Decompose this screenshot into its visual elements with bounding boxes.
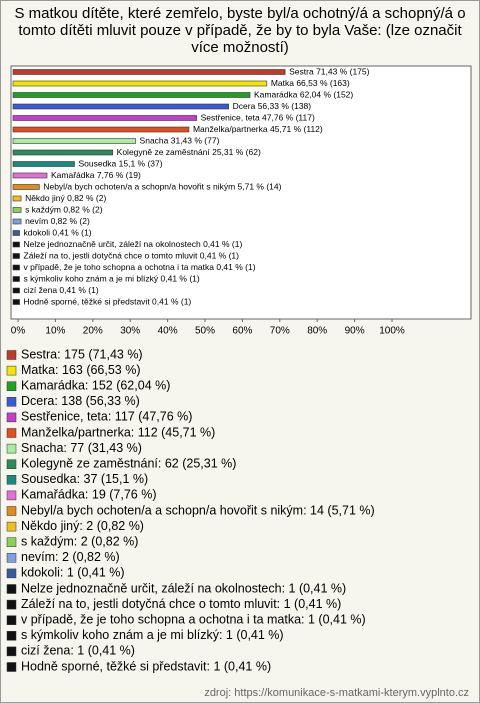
legend-label: kdokoli: 1 (0,41 %) <box>21 566 125 580</box>
legend-label: cizí žena: 1 (0,41 %) <box>21 644 135 658</box>
legend-label: Sousedka: 37 (15,1 %) <box>21 472 148 486</box>
value-label: Kamarádka 62,04 % (152) <box>254 89 353 99</box>
value-label: s kýmkoliv koho znám a je mi blízký 0,41… <box>24 273 200 283</box>
legend-label: Matka: 163 (66,53 %) <box>21 363 141 377</box>
bar <box>12 161 75 167</box>
bar <box>12 92 251 98</box>
legend-label: Sestra: 175 (71,43 %) <box>21 347 143 361</box>
bar <box>12 103 229 110</box>
legend-label: nevím: 2 (0,82 %) <box>21 550 120 564</box>
legend-swatch <box>6 584 17 594</box>
value-label: Snacha 31,43 % (77) <box>140 135 220 145</box>
x-tick-label: 40% <box>158 326 178 337</box>
chart-title: S matkou dítěte, které zemřelo, byste by… <box>14 5 466 56</box>
bar <box>12 149 113 156</box>
value-label: Manželka/partnerka 45,71 % (112) <box>193 124 323 134</box>
value-label: v případě, že je toho schopna a ochotna … <box>24 262 256 272</box>
legend-swatch <box>6 475 17 485</box>
bar <box>12 287 20 294</box>
value-label: Matka 66,53 % (163) <box>271 78 350 88</box>
legend-swatch <box>6 443 17 454</box>
legend-swatch <box>6 490 17 501</box>
legend-swatch <box>6 459 17 469</box>
value-label: kdokoli 0,41 % (1) <box>24 227 92 237</box>
legend-swatch <box>6 631 17 641</box>
legend-label: Nebyl/a bych ochoten/a a schopn/a hovoři… <box>21 503 375 517</box>
legend-label: Hodně sporné, těžké si představit: 1 (0,… <box>21 659 271 673</box>
legend-swatch <box>6 381 17 391</box>
value-label: Záleží na to, jestli dotyčná chce o tomt… <box>24 250 240 260</box>
bar <box>12 184 40 190</box>
legend-label: Manželka/partnerka: 112 (45,71 %) <box>21 425 215 439</box>
legend-swatch <box>6 428 17 438</box>
legend-label: Snacha: 77 (31,43 %) <box>21 441 142 455</box>
legend-swatch <box>6 412 17 423</box>
bar <box>12 172 48 179</box>
legend-swatch <box>6 397 17 407</box>
legend-swatch <box>6 599 17 610</box>
legend-label: s každým: 2 (0,82 %) <box>21 534 138 548</box>
bar <box>12 207 22 213</box>
legend-swatch <box>6 537 17 547</box>
bar <box>12 299 20 305</box>
legend-swatch <box>6 365 17 376</box>
bar <box>12 230 20 236</box>
value-label: Někdo jiný 0,82 % (2) <box>25 193 106 203</box>
value-label: Nelze jednoznačně určit, záleží na okoln… <box>24 239 243 249</box>
bar <box>12 80 268 87</box>
legend-swatch <box>6 662 17 672</box>
legend-swatch <box>6 553 17 563</box>
value-label: Hodně sporné, těžké si představit 0,41 %… <box>24 296 192 306</box>
legend-swatch <box>6 506 17 516</box>
value-label: s každým 0,82 % (2) <box>25 204 103 214</box>
value-label: cizí žena 0,41 % (1) <box>24 285 99 295</box>
value-label: Dcera 56,33 % (138) <box>233 101 312 111</box>
legend-swatch <box>6 568 17 579</box>
value-label: Sousedka 15,1 % (37) <box>78 158 162 168</box>
legend-label: Záleží na to, jestli dotyčná chce o tomt… <box>21 597 341 611</box>
bar <box>12 126 190 133</box>
value-label: Kamařádka 7,76 % (19) <box>51 170 141 180</box>
bar <box>12 264 20 271</box>
x-tick-label: 20% <box>83 326 103 337</box>
bar <box>12 253 20 259</box>
x-tick-label: 30% <box>120 326 140 337</box>
legend-swatch <box>6 521 17 532</box>
legend-label: Nelze jednoznačně určit, záleží na okoln… <box>21 581 346 595</box>
value-label: Kolegyně ze zaměstnání 25,31 % (62) <box>117 147 261 157</box>
x-tick-label: 100% <box>379 326 405 337</box>
value-label: nevím 0,82 % (2) <box>25 216 90 226</box>
x-tick-label: 60% <box>232 326 252 337</box>
legend-label: v případě, že je toho schopna a ochotna … <box>21 612 366 626</box>
bar <box>12 241 20 248</box>
legend-label: Sestřenice, teta: 117 (47,76 %) <box>21 410 192 424</box>
value-label: Nebyl/a bych ochoten/a a schopn/a hovoři… <box>43 181 281 191</box>
legend-label: Někdo jiný: 2 (0,82 %) <box>21 519 144 533</box>
bar <box>12 276 20 282</box>
bar <box>12 138 136 144</box>
value-label: Sestra 71,43 % (175) <box>289 66 369 76</box>
value-label: Sestřenice, teta 47,76 % (117) <box>201 112 315 122</box>
legend-swatch <box>6 615 17 625</box>
legend-label: s kýmkoliv koho znám a je mi blízký: 1 (… <box>21 628 284 642</box>
bar <box>12 69 286 75</box>
source: zdroj: https://komunikace-s-matkami-kter… <box>204 687 469 699</box>
legend-label: Kamarádka: 152 (62,04 %) <box>21 378 170 392</box>
bar <box>12 195 22 202</box>
bar <box>12 218 22 225</box>
x-tick-label: 0% <box>11 326 26 337</box>
x-tick-label: 80% <box>307 326 327 337</box>
legend-label: Dcera: 138 (56,33 %) <box>21 394 140 408</box>
legend-swatch <box>6 646 17 657</box>
x-tick-label: 50% <box>195 326 215 337</box>
x-tick-label: 70% <box>270 326 290 337</box>
legend-label: Kamařádka: 19 (7,76 %) <box>21 488 157 502</box>
x-tick-label: 10% <box>45 326 65 337</box>
bar <box>12 115 197 121</box>
legend-label: Kolegyně ze zaměstnání: 62 (25,31 %) <box>21 456 236 470</box>
x-tick-label: 90% <box>345 326 365 337</box>
legend-swatch <box>6 350 17 360</box>
